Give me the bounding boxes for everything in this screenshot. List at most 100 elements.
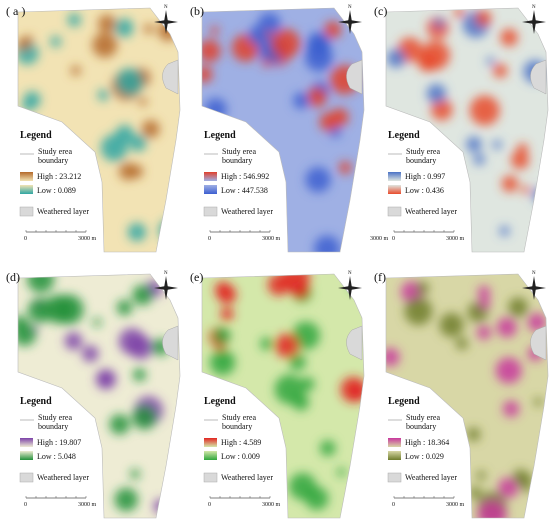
scale-label: 0 xyxy=(24,236,27,242)
north-label: N xyxy=(164,5,168,10)
low-swatch xyxy=(388,185,401,194)
blob xyxy=(220,307,234,321)
blob xyxy=(386,347,400,367)
blob xyxy=(64,332,83,350)
blob xyxy=(158,219,180,242)
blob xyxy=(305,167,331,193)
blob xyxy=(92,318,102,327)
scale-label: 0 xyxy=(392,502,395,508)
blob xyxy=(469,95,500,126)
high-swatch xyxy=(20,172,33,181)
map-panel: (f) N Legend Study erea boundary High : 18.3… xyxy=(368,266,550,531)
weathered-layer xyxy=(162,59,179,95)
blob xyxy=(324,21,342,39)
blob xyxy=(92,32,118,58)
blob xyxy=(416,281,430,295)
blob xyxy=(262,58,271,68)
blob xyxy=(271,28,301,59)
blob xyxy=(473,153,485,165)
blob xyxy=(202,39,221,63)
arrow-ew xyxy=(338,20,362,24)
blob xyxy=(533,397,543,407)
panel-label: (c) xyxy=(374,4,388,18)
map xyxy=(385,273,549,519)
boundary xyxy=(385,273,549,519)
blob xyxy=(477,285,491,299)
legend-title: Legend xyxy=(20,396,52,407)
weathered-swatch xyxy=(19,206,34,217)
scale-label: 3000 m xyxy=(370,236,389,242)
blob xyxy=(314,235,341,252)
panel-label: (d) xyxy=(6,270,20,284)
blob xyxy=(27,274,55,293)
high-swatch xyxy=(204,438,217,447)
surface xyxy=(18,274,180,518)
map xyxy=(201,7,365,253)
legend-title: Legend xyxy=(20,130,52,141)
blob xyxy=(431,98,453,121)
legend-boundary: Study erea boundary xyxy=(38,147,72,165)
arrow-ew xyxy=(154,286,178,290)
blob xyxy=(289,353,306,371)
map-panel: (e) N Legend Study erea boundary High : 4.58… xyxy=(184,266,367,531)
legend-boundary: Study erea boundary xyxy=(222,147,256,165)
high-swatch xyxy=(388,438,401,447)
weathered-layer xyxy=(346,59,363,95)
scale-label: 3000 m xyxy=(78,236,97,242)
blob xyxy=(98,14,116,33)
blob xyxy=(153,498,169,514)
blob xyxy=(476,325,492,340)
blob xyxy=(97,89,109,101)
blobs xyxy=(18,274,169,514)
north-label: N xyxy=(532,271,536,276)
legend-boundary: Study erea boundary xyxy=(222,413,256,431)
blob xyxy=(469,486,482,499)
legend-weathered: Weathered layer xyxy=(37,207,89,216)
arrow-ew xyxy=(154,20,178,24)
blob xyxy=(292,393,310,411)
boundary xyxy=(201,273,365,519)
blob xyxy=(141,120,160,138)
blobs xyxy=(386,8,548,236)
blob xyxy=(293,92,310,109)
scale-label: 0 xyxy=(208,236,211,242)
legend-low: Low : 0.009 xyxy=(221,452,260,461)
map xyxy=(17,7,181,253)
blob xyxy=(386,48,406,68)
panel-label: (e) xyxy=(190,270,204,284)
blob xyxy=(439,312,464,338)
blob xyxy=(118,328,146,355)
legend-title: Legend xyxy=(388,130,420,141)
map xyxy=(17,273,181,519)
low-swatch xyxy=(20,185,33,194)
blob xyxy=(453,8,465,18)
blob xyxy=(498,477,519,499)
legend-high: High : 546.992 xyxy=(221,172,270,181)
weathered-swatch xyxy=(387,472,402,483)
north-arrow xyxy=(154,276,178,300)
legend-low: Low : 0.089 xyxy=(37,186,76,195)
north-label: N xyxy=(164,271,168,276)
legend-low: Low : 447.538 xyxy=(221,186,268,195)
legend-boundary: Study erea boundary xyxy=(406,413,440,431)
scale-label: 0 xyxy=(392,236,395,242)
boundary xyxy=(201,7,365,253)
blob xyxy=(95,369,117,390)
blob xyxy=(274,333,300,358)
legend-title: Legend xyxy=(204,130,236,141)
low-swatch xyxy=(388,451,401,460)
legend-high: High : 0.997 xyxy=(405,172,446,181)
weathered-layer xyxy=(346,325,363,361)
blob xyxy=(433,18,445,29)
blob xyxy=(214,281,232,299)
blob xyxy=(478,297,491,310)
legend-low: Low : 5.048 xyxy=(37,452,76,461)
blob xyxy=(132,368,147,382)
legend-weathered: Weathered layer xyxy=(221,207,273,216)
blob xyxy=(129,164,144,179)
blob xyxy=(319,440,336,457)
blob xyxy=(508,297,529,318)
legend-high: High : 23.212 xyxy=(37,172,82,181)
blob xyxy=(305,43,333,72)
